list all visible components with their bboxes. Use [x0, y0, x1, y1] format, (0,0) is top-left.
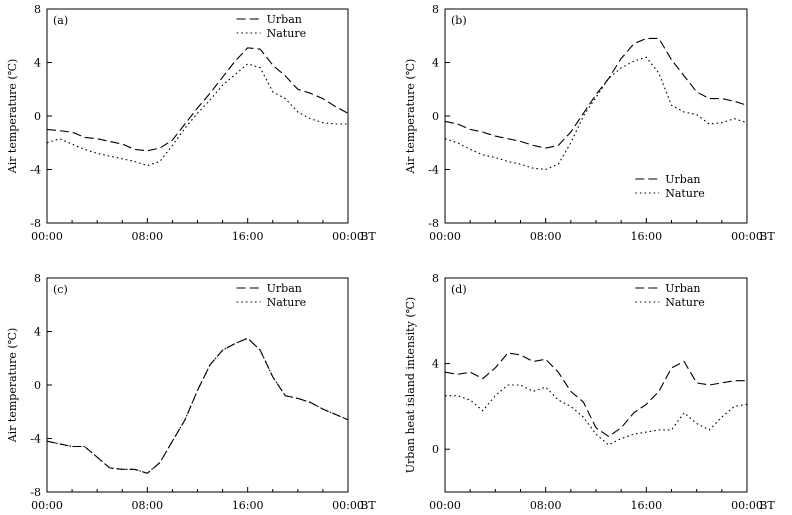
x-tick-label: 00:00 — [31, 499, 63, 512]
series-line-urban — [444, 37, 748, 149]
y-tick-label: 4 — [34, 57, 41, 70]
x-tick-label: 16:00 — [232, 499, 264, 512]
x-tick-label: 00:00 — [429, 499, 461, 512]
y-tick-label: -8 — [30, 217, 41, 230]
panel-label: (a) — [53, 14, 68, 27]
y-tick-label: 8 — [34, 272, 41, 285]
legend-label-urban: Urban — [665, 173, 700, 186]
plot-frame — [444, 277, 748, 493]
y-tick-label: 4 — [432, 57, 439, 70]
series-line-nature — [445, 384, 748, 446]
x-tick-label: 16:00 — [630, 499, 662, 512]
series-line-nature — [444, 56, 748, 171]
series-line-urban — [46, 47, 349, 152]
y-tick-label: 8 — [34, 3, 41, 16]
plot-frame — [46, 8, 349, 224]
y-tick-label: -8 — [30, 486, 41, 499]
x-unit-label: BT — [759, 230, 775, 243]
x-tick-label: 16:00 — [630, 230, 662, 243]
y-tick-label: -4 — [428, 164, 439, 177]
legend-label-urban: Urban — [267, 282, 302, 295]
y-axis-label: Urban heat island intensity (℃) — [404, 297, 417, 473]
y-tick-label: 8 — [432, 272, 439, 285]
series-line-nature — [46, 63, 348, 167]
x-tick-label: 00:00 — [332, 499, 364, 512]
y-axis-label: Air temperature (℃) — [6, 328, 19, 444]
x-tick-label: 08:00 — [131, 499, 163, 512]
plot-frame — [46, 277, 349, 493]
y-tick-label: 0 — [432, 443, 439, 456]
x-tick-label: 00:00 — [429, 230, 461, 243]
x-tick-label: 16:00 — [232, 230, 264, 243]
y-tick-label: 4 — [432, 358, 439, 371]
y-tick-label: -4 — [30, 164, 41, 177]
panel-label: (d) — [451, 283, 467, 296]
x-unit-label: BT — [360, 499, 376, 512]
x-unit-label: BT — [360, 230, 376, 243]
y-tick-label: 4 — [34, 326, 41, 339]
y-tick-label: 0 — [34, 379, 41, 392]
y-axis-label: Air temperature (℃) — [404, 59, 417, 175]
legend-label-nature: Nature — [267, 27, 306, 40]
x-tick-label: 08:00 — [530, 499, 562, 512]
x-tick-label: 08:00 — [530, 230, 562, 243]
x-tick-label: 00:00 — [731, 499, 763, 512]
panel-label: (c) — [53, 283, 68, 296]
x-tick-label: 00:00 — [332, 230, 364, 243]
series-line-urban — [46, 337, 349, 474]
y-axis-label: Air temperature (℃) — [6, 59, 19, 175]
x-tick-label: 00:00 — [31, 230, 63, 243]
x-tick-label: 08:00 — [131, 230, 163, 243]
legend-label-nature: Nature — [267, 296, 306, 309]
series-line-urban — [444, 352, 747, 438]
legend-label-nature: Nature — [665, 296, 704, 309]
y-tick-label: -4 — [30, 433, 41, 446]
y-tick-label: -8 — [428, 217, 439, 230]
series-line-nature — [46, 337, 349, 474]
y-tick-label: 0 — [432, 110, 439, 123]
legend-label-urban: Urban — [665, 282, 700, 295]
x-unit-label: BT — [759, 499, 775, 512]
x-tick-label: 00:00 — [731, 230, 763, 243]
legend-label-nature: Nature — [665, 187, 704, 200]
y-tick-label: 0 — [34, 110, 41, 123]
panel-label: (b) — [451, 14, 467, 27]
y-tick-label: 8 — [432, 3, 439, 16]
legend-label-urban: Urban — [267, 13, 302, 26]
